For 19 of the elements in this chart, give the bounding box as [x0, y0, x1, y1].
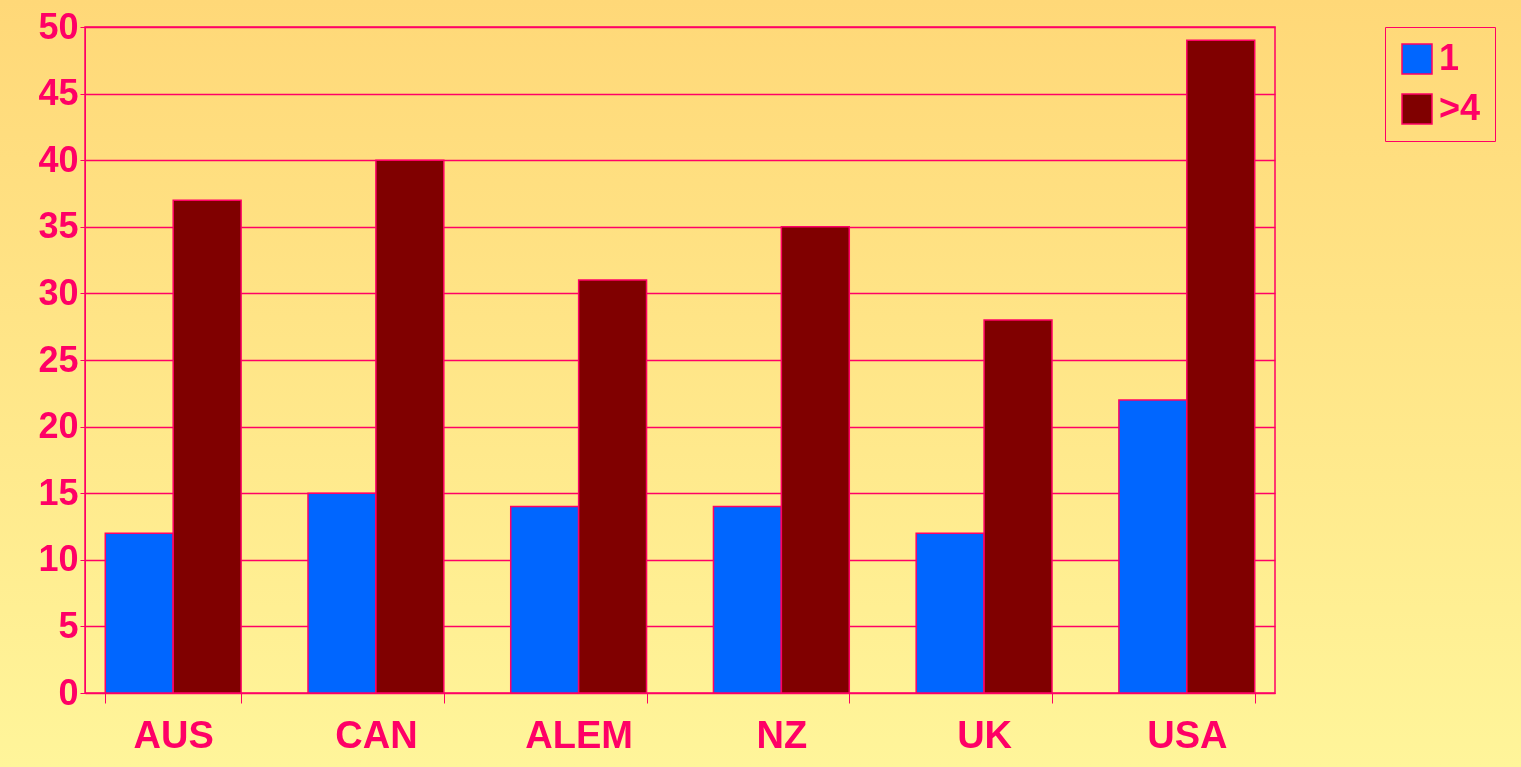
y-tick-label: 0: [58, 671, 79, 713]
legend-label: >4: [1439, 87, 1481, 128]
x-tick-label: UK: [957, 713, 1013, 756]
x-tick-label: NZ: [756, 713, 808, 756]
y-tick-label: 15: [38, 471, 79, 513]
y-tick-label: 25: [38, 338, 79, 380]
y-tick-label: 35: [38, 205, 79, 247]
y-tick-label: 5: [58, 604, 79, 646]
y-tick-label: 10: [38, 538, 79, 580]
y-tick-label: 20: [38, 405, 79, 447]
y-tick-label: 45: [38, 72, 79, 114]
x-tick-label: USA: [1147, 713, 1228, 756]
legend-label: 1: [1439, 37, 1460, 78]
x-tick-label: AUS: [133, 713, 214, 756]
x-tick-label: ALEM: [525, 713, 633, 756]
x-tick-label: CAN: [335, 713, 418, 756]
y-tick-label: 50: [38, 5, 79, 47]
y-tick-label: 40: [38, 138, 79, 180]
y-tick-label: 30: [38, 271, 79, 313]
